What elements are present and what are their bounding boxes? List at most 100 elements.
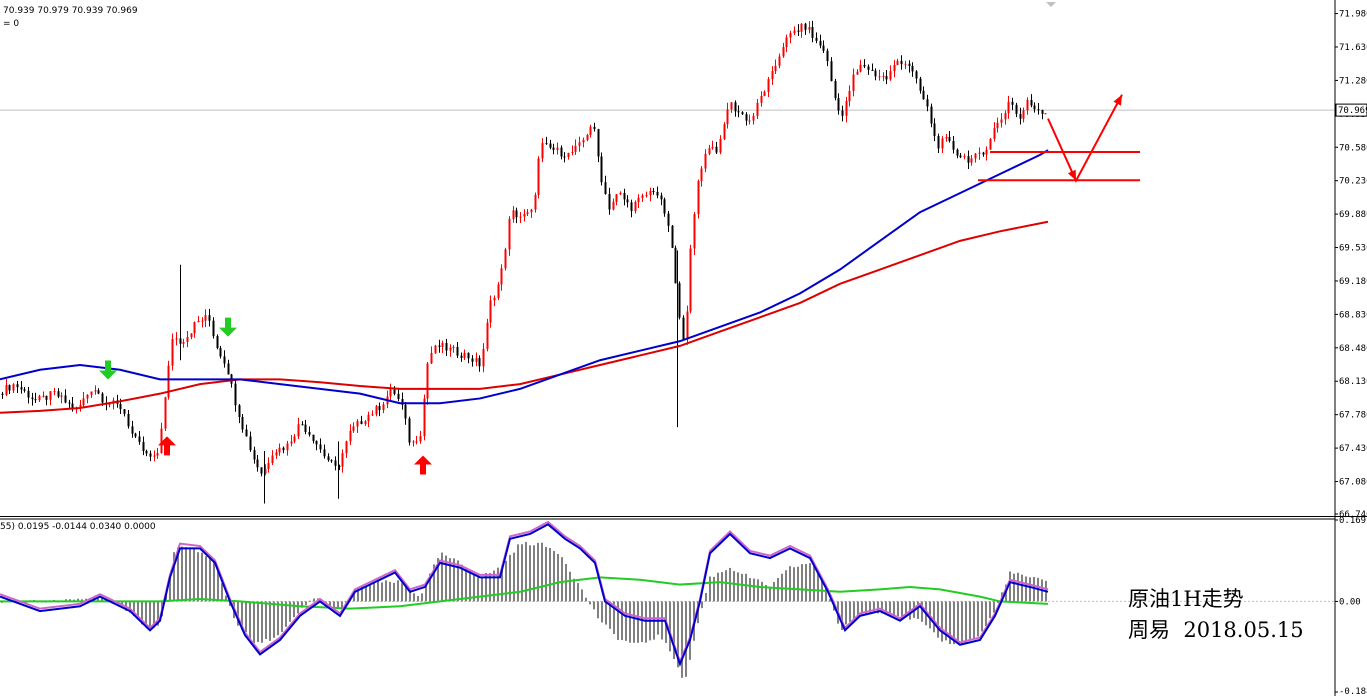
indicator-readout: = 0 <box>3 19 19 29</box>
current-price-tag <box>1335 103 1367 117</box>
histogram-bar <box>937 601 939 638</box>
histogram-bar <box>629 601 631 643</box>
histogram-bar <box>1013 573 1015 602</box>
candle-body <box>330 460 333 462</box>
histogram-bar <box>561 557 563 602</box>
histogram-bar <box>273 601 275 638</box>
candle-body <box>449 347 452 351</box>
histogram-bar <box>809 563 811 602</box>
candle-body <box>375 406 378 415</box>
candle-body <box>571 151 574 154</box>
histogram-bar <box>873 601 875 613</box>
candle-body <box>845 101 848 116</box>
histogram-bar <box>97 598 99 602</box>
histogram-bar <box>961 601 963 645</box>
candle-body <box>519 216 522 218</box>
candle-body <box>741 112 744 115</box>
histogram-bar <box>817 573 819 602</box>
candle-body <box>101 393 104 403</box>
candle-body <box>1044 113 1047 115</box>
candle-body <box>970 158 973 163</box>
histogram-bar <box>253 601 255 644</box>
candle-body <box>526 212 529 214</box>
histogram-bar <box>801 564 803 602</box>
histogram-bar <box>153 601 155 628</box>
histogram-bar <box>765 585 767 602</box>
candle-body <box>996 122 999 129</box>
candle-body <box>586 134 589 140</box>
candle-body <box>164 397 167 429</box>
candle-body <box>737 111 740 113</box>
histogram-bar <box>517 544 519 602</box>
price-tick-label: 71.980 <box>1339 10 1367 20</box>
candle-body <box>785 37 788 48</box>
histogram-bar <box>969 601 971 639</box>
histogram-bar <box>221 583 223 602</box>
candle-body <box>715 146 718 153</box>
candle-body <box>367 414 370 422</box>
candle-body <box>190 333 193 338</box>
candle-body <box>789 33 792 38</box>
histogram-bar <box>353 594 355 602</box>
oscillator-tick-label: -0.188 <box>1339 687 1367 696</box>
price-tick-label: 69.530 <box>1339 244 1367 254</box>
histogram-bar <box>285 601 287 627</box>
ohlc-readout: 70.939 70.979 70.939 70.969 <box>3 6 138 16</box>
histogram-bar <box>1025 576 1027 602</box>
candle-body <box>397 393 400 399</box>
histogram-bar <box>941 601 943 642</box>
histogram-bar <box>341 601 343 608</box>
histogram-bar <box>721 572 723 602</box>
candle-body <box>974 153 977 159</box>
histogram-bar <box>849 601 851 622</box>
histogram-bar <box>921 601 923 622</box>
shift-marker <box>1046 2 1056 7</box>
histogram-bar <box>573 578 575 602</box>
histogram-bar <box>441 552 443 602</box>
candle-body <box>674 247 677 284</box>
candle-body <box>508 218 511 250</box>
candle-body <box>734 102 737 112</box>
histogram-bar <box>953 601 955 645</box>
histogram-bar <box>257 601 259 642</box>
histogram-bar <box>613 601 615 635</box>
histogram-bar <box>569 571 571 602</box>
candle-body <box>131 426 134 434</box>
candle-body <box>926 99 929 107</box>
price-tick-label: 68.480 <box>1339 344 1367 354</box>
candle-body <box>730 102 733 110</box>
histogram-bar <box>525 542 527 602</box>
histogram-bar <box>453 558 455 602</box>
histogram-bar <box>505 560 507 602</box>
candle-body <box>615 194 618 202</box>
histogram-bar <box>365 586 367 602</box>
histogram-bar <box>449 558 451 602</box>
candle-body <box>486 322 489 349</box>
histogram-bar <box>545 546 547 602</box>
histogram-bar <box>69 599 71 602</box>
histogram-bar <box>857 601 859 619</box>
candle-body <box>149 453 152 457</box>
candle-body <box>1026 100 1029 111</box>
histogram-bar <box>1009 571 1011 602</box>
histogram-bar <box>437 558 439 602</box>
histogram-bar <box>361 585 363 602</box>
histogram-bar <box>297 601 299 614</box>
histogram-bar <box>757 579 759 602</box>
histogram-bar <box>325 601 327 603</box>
candle-body <box>334 460 337 466</box>
candle-body <box>401 398 404 405</box>
fast-moving-average <box>0 149 1049 405</box>
candle-body <box>82 398 85 406</box>
candle-body <box>723 124 726 139</box>
candle-body <box>637 197 640 203</box>
candle-body <box>671 225 674 248</box>
histogram-bar <box>477 577 479 602</box>
oscillator-readout: 55) 0.0195 -0.0144 0.0340 0.0000 <box>0 522 156 532</box>
histogram-bar <box>669 601 671 652</box>
price-tick-label: 71.630 <box>1339 43 1367 53</box>
histogram-bar <box>753 578 755 602</box>
candle-body <box>264 469 267 474</box>
histogram-bar <box>149 601 151 630</box>
histogram-bar <box>601 601 603 623</box>
